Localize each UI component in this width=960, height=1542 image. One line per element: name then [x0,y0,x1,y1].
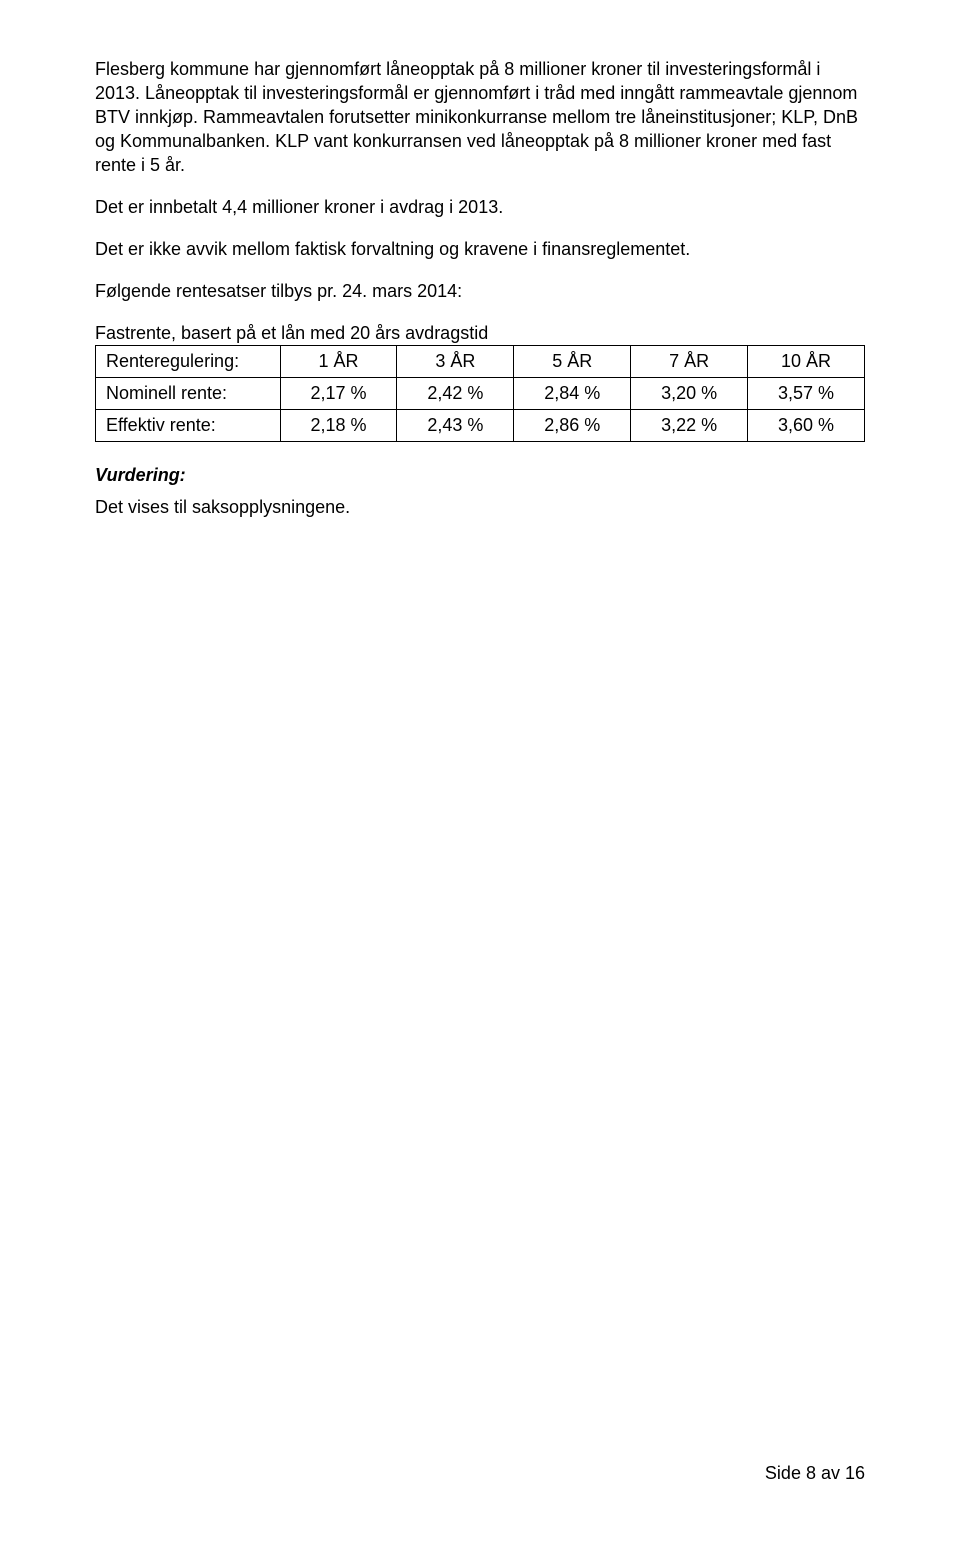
cell: 2,86 % [514,410,631,442]
row-label: Effektiv rente: [96,410,281,442]
cell: 2,42 % [397,378,514,410]
cell: 2,17 % [280,378,397,410]
row-label: Nominell rente: [96,378,281,410]
cell: 3,22 % [631,410,748,442]
document-page: Flesberg kommune har gjennomført låneopp… [0,0,960,1542]
paragraph-avvik: Det er ikke avvik mellom faktisk forvalt… [95,238,865,262]
table-caption: Fastrente, basert på et lån med 20 års a… [95,322,865,346]
paragraph-intro: Flesberg kommune har gjennomført låneopp… [95,58,865,178]
table-header-row: Renteregulering: 1 ÅR 3 ÅR 5 ÅR 7 ÅR 10 … [96,346,865,378]
cell: 2,84 % [514,378,631,410]
vurdering-body: Det vises til saksopplysningene. [95,496,865,520]
cell: 3,20 % [631,378,748,410]
cell: 2,18 % [280,410,397,442]
paragraph-avdrag: Det er innbetalt 4,4 millioner kroner i … [95,196,865,220]
header-cell: 10 ÅR [748,346,865,378]
table-row: Effektiv rente: 2,18 % 2,43 % 2,86 % 3,2… [96,410,865,442]
vurdering-heading: Vurdering: [95,464,865,488]
cell: 3,57 % [748,378,865,410]
header-cell: 3 ÅR [397,346,514,378]
header-cell: 7 ÅR [631,346,748,378]
header-cell: 5 ÅR [514,346,631,378]
paragraph-rentesatser-intro: Følgende rentesatser tilbys pr. 24. mars… [95,280,865,304]
cell: 2,43 % [397,410,514,442]
header-cell: Renteregulering: [96,346,281,378]
cell: 3,60 % [748,410,865,442]
page-footer: Side 8 av 16 [765,1463,865,1484]
header-cell: 1 ÅR [280,346,397,378]
table-row: Nominell rente: 2,17 % 2,42 % 2,84 % 3,2… [96,378,865,410]
rates-table: Renteregulering: 1 ÅR 3 ÅR 5 ÅR 7 ÅR 10 … [95,345,865,442]
